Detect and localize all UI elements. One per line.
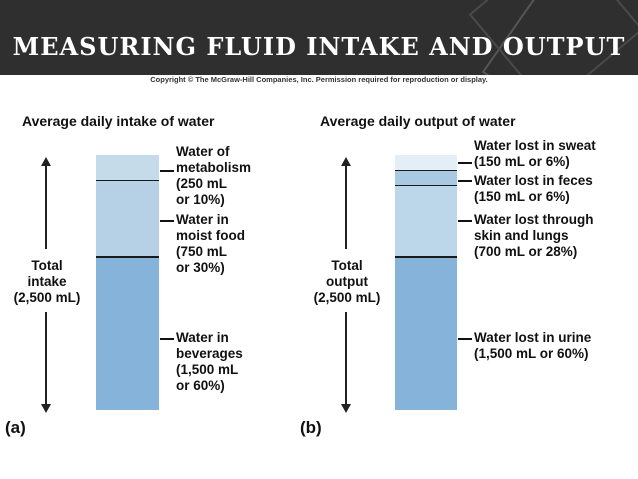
bar-segment: [395, 185, 457, 257]
segment-divider: [395, 184, 457, 187]
output-label-urine: Water lost in urine (1,500 mL or 60%): [474, 330, 592, 361]
intake-label-beverages: Water in beverages (1,500 mL or 60%): [176, 330, 243, 393]
bar-segment: [395, 155, 457, 171]
intake-arrow-bottom: [41, 404, 51, 413]
slide-title: MEASURING FLUID INTAKE AND OUTPUT: [12, 32, 626, 61]
segment-divider: [96, 179, 159, 182]
intake-label-moist-food: Water in moist food (750 mL or 30%): [176, 212, 245, 275]
leader-line: [160, 220, 174, 222]
output-arrow-line-upper: [345, 164, 347, 249]
output-arrow-line-lower: [345, 312, 347, 404]
bar-segment: [395, 170, 457, 186]
intake-arrow-line-lower: [45, 312, 47, 404]
segment-divider: [395, 256, 457, 258]
leader-line: [458, 180, 472, 182]
copyright-notice: Copyright © The McGraw-Hill Companies, I…: [150, 75, 488, 84]
leader-line: [160, 170, 174, 172]
segment-divider: [96, 256, 159, 258]
output-label-feces: Water lost in feces (150 mL or 6%): [474, 173, 593, 204]
leader-line: [458, 162, 472, 164]
output-arrow-bottom: [341, 404, 351, 413]
output-heading: Average daily output of water: [320, 113, 516, 129]
intake-heading: Average daily intake of water: [22, 113, 215, 129]
leader-line: [458, 220, 472, 222]
intake-arrow-line-upper: [45, 164, 47, 249]
leader-line: [458, 338, 472, 340]
output-label-sweat: Water lost in sweat (150 mL or 6%): [474, 138, 596, 169]
output-arrow-top: [341, 157, 351, 166]
output-total-label: Total output (2,500 mL): [313, 258, 381, 305]
segment-divider: [395, 169, 457, 172]
bar-segment: [96, 155, 159, 181]
leader-line: [160, 338, 174, 340]
intake-label-metabolism: Water of metabolism (250 mL or 10%): [176, 144, 252, 207]
panel-label-a: (a): [5, 418, 26, 437]
bar-segment: [96, 257, 159, 410]
panel-label-b: (b): [300, 418, 322, 437]
intake-arrow-top: [41, 157, 51, 166]
bar-segment: [96, 180, 159, 257]
slide-header: MEASURING FLUID INTAKE AND OUTPUT: [0, 0, 638, 75]
intake-total-label: Total intake (2,500 mL): [13, 258, 81, 305]
bar-segment: [395, 257, 457, 410]
output-label-skin-lungs: Water lost through skin and lungs (700 mL …: [474, 212, 594, 259]
